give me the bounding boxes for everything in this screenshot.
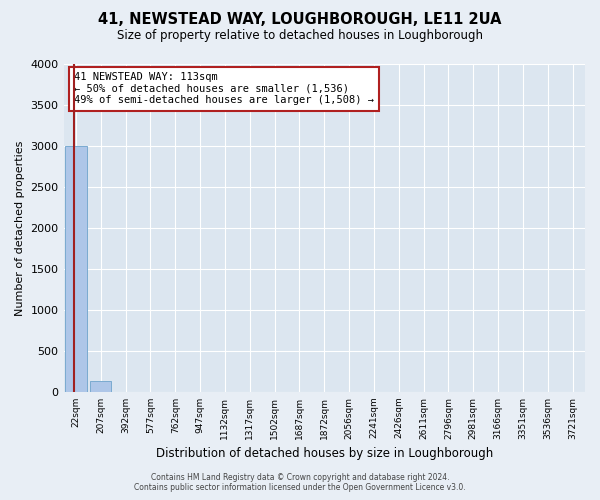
Bar [65,146,86,392]
Text: Contains HM Land Registry data © Crown copyright and database right 2024.
Contai: Contains HM Land Registry data © Crown c… [134,473,466,492]
Text: 41, NEWSTEAD WAY, LOUGHBOROUGH, LE11 2UA: 41, NEWSTEAD WAY, LOUGHBOROUGH, LE11 2UA [98,12,502,28]
Y-axis label: Number of detached properties: Number of detached properties [15,140,25,316]
X-axis label: Distribution of detached houses by size in Loughborough: Distribution of detached houses by size … [155,447,493,460]
Bar [90,381,112,392]
Text: Size of property relative to detached houses in Loughborough: Size of property relative to detached ho… [117,29,483,42]
Text: 41 NEWSTEAD WAY: 113sqm
← 50% of detached houses are smaller (1,536)
49% of semi: 41 NEWSTEAD WAY: 113sqm ← 50% of detache… [74,72,374,106]
